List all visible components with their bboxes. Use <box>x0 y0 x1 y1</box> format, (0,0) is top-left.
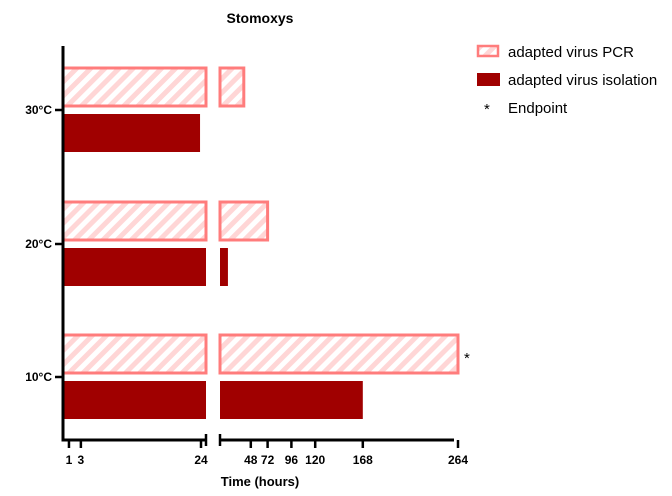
axes: 30°C 20°C 10°C 1 3 24 48 72 96 120 168 264 <box>25 46 468 467</box>
pcr-bar-1-right <box>218 200 270 242</box>
endpoint-annotation-0: * <box>464 350 470 367</box>
isolation-bar-0-left <box>63 114 201 152</box>
pcr-bar-1-left <box>61 200 208 242</box>
x-tick-left-0-label: 1 <box>66 453 73 467</box>
y-tick-label-1: 20°C <box>25 237 52 251</box>
x-tick-right-1-label: 72 <box>261 453 275 467</box>
x-tick-right-2-label: 96 <box>285 453 299 467</box>
x-tick-right-4-label: 168 <box>353 453 373 467</box>
legend: adapted virus PCR adapted virus isolation… <box>476 44 657 118</box>
legend-label-0: adapted virus PCR <box>508 44 634 61</box>
pcr-bar-2-right <box>218 333 460 375</box>
plot-area: * <box>61 66 470 419</box>
pcr-bar-2-left <box>61 333 208 375</box>
x-tick-left-1-label: 3 <box>78 453 85 467</box>
x-tick-right-0-label: 48 <box>244 453 258 467</box>
legend-swatch-0 <box>476 44 500 58</box>
isolation-bar-2-left <box>63 381 206 419</box>
isolation-bar-1-right <box>220 248 228 286</box>
legend-label-1: adapted virus isolation <box>508 72 657 89</box>
isolation-bar-1-left <box>63 248 206 286</box>
pcr-bar-0-right <box>218 66 246 108</box>
legend-label-2: Endpoint <box>508 100 568 117</box>
x-axis-title: Time (hours) <box>221 474 300 489</box>
y-tick-label-2: 10°C <box>25 370 52 384</box>
chart-title: Stomoxys <box>227 10 294 26</box>
isolation-bar-2-right <box>220 381 363 419</box>
legend-swatch-1 <box>477 73 500 86</box>
x-tick-right-5-label: 264 <box>448 453 468 467</box>
legend-marker-2: * <box>484 101 490 118</box>
pcr-bar-0-left <box>61 66 208 108</box>
x-tick-left-2-label: 24 <box>194 453 208 467</box>
y-tick-label-0: 30°C <box>25 103 52 117</box>
x-tick-right-3-label: 120 <box>305 453 325 467</box>
